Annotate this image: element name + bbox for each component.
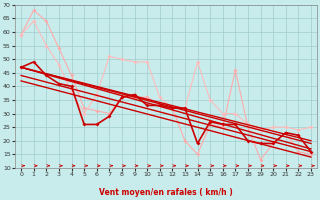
X-axis label: Vent moyen/en rafales ( km/h ): Vent moyen/en rafales ( km/h ) [99, 188, 233, 197]
